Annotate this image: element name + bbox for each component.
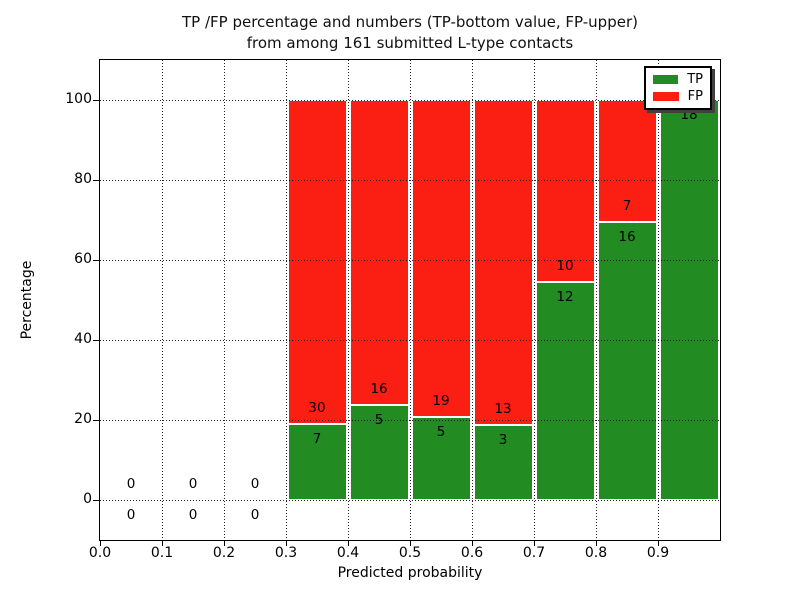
chart-title: TP /FP percentage and numbers (TP-bottom… xyxy=(182,13,638,31)
fp-bar xyxy=(349,100,409,405)
x-tick-mark xyxy=(100,541,101,546)
tp-count-label: 0 xyxy=(126,507,136,523)
y-tick-mark xyxy=(93,340,100,341)
x-tick-label: 0.4 xyxy=(336,545,360,561)
tp-bar xyxy=(411,416,471,500)
gridline-vertical xyxy=(224,60,225,540)
x-tick-mark xyxy=(410,541,411,546)
x-tick-mark xyxy=(658,541,659,546)
fp-bar xyxy=(597,100,657,222)
gridline-vertical xyxy=(472,60,473,540)
y-tick-mark xyxy=(93,260,100,261)
tp-bar xyxy=(597,221,657,500)
fp-count-label: 30 xyxy=(308,400,326,417)
x-tick-label: 0.1 xyxy=(150,545,174,561)
x-tick-label: 0.3 xyxy=(274,545,298,561)
x-tick-mark xyxy=(534,541,535,546)
y-tick-mark xyxy=(93,420,100,421)
y-tick-label: 80 xyxy=(74,171,92,187)
y-tick-mark xyxy=(93,180,100,181)
tp-count-label: 18 xyxy=(680,107,698,123)
gridline-vertical xyxy=(348,60,349,540)
x-tick-mark xyxy=(348,541,349,546)
y-tick-mark xyxy=(93,100,100,101)
legend-swatch-fp-icon xyxy=(653,92,679,101)
y-tick-label: 20 xyxy=(74,411,92,427)
tp-count-label: 7 xyxy=(312,431,322,448)
legend-swatch-tp-icon xyxy=(653,75,679,84)
x-tick-label: 0.7 xyxy=(522,545,546,561)
fp-count-label: 7 xyxy=(622,197,632,214)
fp-bar xyxy=(287,100,347,425)
x-tick-label: 0.2 xyxy=(212,545,236,561)
gridline-vertical xyxy=(162,60,163,540)
fp-bar xyxy=(535,100,595,282)
y-tick-mark xyxy=(93,500,100,501)
fp-bar xyxy=(411,100,471,417)
gridline-vertical xyxy=(410,60,411,540)
x-tick-label: 0.0 xyxy=(88,545,112,561)
tp-count-label: 5 xyxy=(374,411,384,428)
legend-entry-tp: TP xyxy=(653,73,703,86)
x-axis-label: Predicted probability xyxy=(337,565,483,581)
fp-count-label: 16 xyxy=(370,380,388,397)
fp-count-label: 10 xyxy=(556,257,574,274)
chart-title-block: TP /FP percentage and numbers (TP-bottom… xyxy=(10,12,800,54)
x-tick-mark xyxy=(286,541,287,546)
plot-area: 0 0 0 0 0 0 7 30 5 16 5 19 3 13 12 10 16 7 18 xyxy=(99,59,721,541)
legend-entry-fp: FP xyxy=(653,90,703,103)
y-tick-label: 100 xyxy=(65,91,92,107)
fp-count-label: 0 xyxy=(188,476,198,492)
fp-count-label: 0 xyxy=(126,476,136,492)
tp-count-label: 12 xyxy=(556,288,574,305)
legend-label-tp: TP xyxy=(687,72,703,87)
x-tick-label: 0.9 xyxy=(646,545,670,561)
legend: TP FP xyxy=(644,66,712,110)
gridline-vertical xyxy=(534,60,535,540)
fp-count-label: 19 xyxy=(432,392,450,409)
tp-bar xyxy=(659,100,719,500)
tp-count-label: 0 xyxy=(188,507,198,523)
y-tick-label: 40 xyxy=(74,331,92,347)
gridline-vertical xyxy=(658,60,659,540)
x-tick-label: 0.6 xyxy=(460,545,484,561)
y-tick-label: 60 xyxy=(74,251,92,267)
tp-count-label: 3 xyxy=(498,432,508,448)
y-axis-label: Percentage xyxy=(19,260,35,340)
x-tick-mark xyxy=(162,541,163,546)
tp-count-label: 0 xyxy=(250,507,260,523)
x-tick-mark xyxy=(596,541,597,546)
tp-count-label: 16 xyxy=(618,228,636,245)
gridline-vertical xyxy=(596,60,597,540)
x-tick-mark xyxy=(224,541,225,546)
tp-bar xyxy=(473,425,533,500)
tp-bar xyxy=(287,424,347,500)
x-tick-mark xyxy=(472,541,473,546)
fp-count-label: 13 xyxy=(494,401,512,417)
tp-count-label: 5 xyxy=(436,423,446,440)
gridline-vertical xyxy=(286,60,287,540)
fp-bar xyxy=(473,100,533,425)
x-tick-label: 0.5 xyxy=(398,545,422,561)
x-tick-label: 0.8 xyxy=(584,545,608,561)
legend-label-fp: FP xyxy=(687,89,703,104)
y-tick-label: 0 xyxy=(83,491,92,507)
tp-bar xyxy=(535,281,595,500)
fp-count-label: 0 xyxy=(250,476,260,492)
chart-subtitle: from among 161 submitted L-type contacts xyxy=(246,34,574,52)
